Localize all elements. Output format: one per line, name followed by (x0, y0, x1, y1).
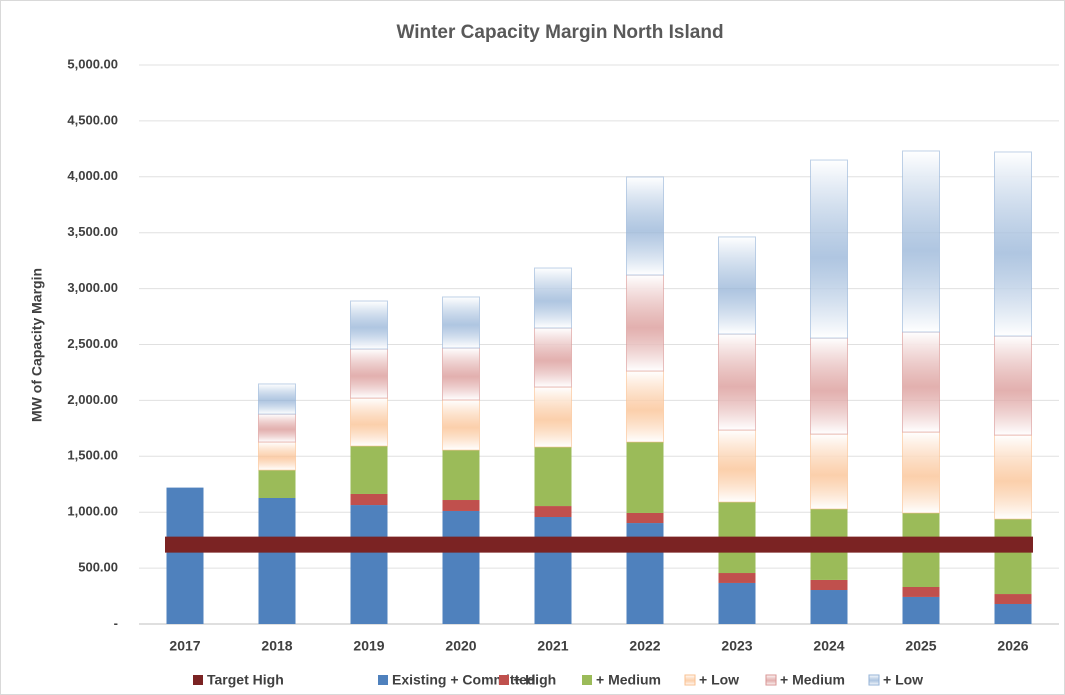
bar-segment (994, 434, 1032, 520)
bar-segment (258, 441, 296, 471)
y-tick-label: 3,000.00 (67, 280, 118, 295)
bar-segment (810, 590, 848, 624)
bar-segment (994, 603, 1032, 624)
bar-segment (534, 267, 572, 329)
legend-label: Target High (207, 672, 284, 688)
bar-segment (534, 447, 572, 507)
y-tick-label: 4,500.00 (67, 112, 118, 127)
bar-segment (350, 505, 388, 624)
bar-segment (442, 500, 480, 511)
x-tick-label: 2021 (537, 638, 568, 654)
legend-label: + Medium (596, 672, 661, 688)
y-axis-label: MW of Capacity Margin (29, 268, 45, 422)
bar-segment (718, 236, 756, 335)
bar-segment (626, 274, 664, 372)
bar-segment (534, 386, 572, 448)
x-tick-label: 2018 (261, 638, 292, 654)
x-tick-label: 2026 (997, 638, 1028, 654)
x-tick-label: 2024 (813, 638, 844, 654)
bar-segment (534, 327, 572, 388)
bar-segment (534, 517, 572, 624)
bar-segment (258, 413, 296, 443)
y-tick-label: 4,000.00 (67, 168, 118, 183)
bar-segment (718, 582, 756, 624)
bar-segment (902, 431, 940, 514)
x-tick-label: 2025 (905, 638, 936, 654)
bar-segment (350, 446, 388, 494)
bar-segment (442, 450, 480, 501)
bar-segment (718, 429, 756, 503)
bar-segment (350, 348, 388, 399)
bar-segment (166, 487, 204, 624)
bar-segment (442, 399, 480, 451)
y-tick-label: 2,000.00 (67, 392, 118, 407)
bar-segment (902, 331, 940, 433)
legend-swatch (193, 675, 203, 685)
bar-segment (350, 493, 388, 506)
bar-segment (442, 296, 480, 349)
x-tick-label: 2023 (721, 638, 752, 654)
bar-segment (810, 337, 848, 435)
x-tick-label: 2020 (445, 638, 476, 654)
legend-label: + Medium (780, 672, 845, 688)
y-tick-label: 500.00 (78, 560, 118, 575)
legend-swatch (378, 675, 388, 685)
bar-segment (902, 596, 940, 624)
y-tick-label: 2,500.00 (67, 336, 118, 351)
legend-label: + Low (699, 672, 739, 688)
y-tick-label: 3,500.00 (67, 224, 118, 239)
bar-segment (442, 347, 480, 401)
bar-segment (258, 383, 296, 415)
bar-segment (994, 151, 1032, 337)
bar-segment (810, 433, 848, 510)
bar-segment (626, 441, 664, 513)
bar-segment (350, 397, 388, 447)
bar-segment (258, 498, 296, 624)
bar-segment (626, 176, 664, 276)
bar-segment (718, 573, 756, 583)
y-tick-label: 1,500.00 (67, 448, 118, 463)
legend-swatch (868, 674, 880, 686)
legend-swatch (499, 675, 509, 685)
bar-segment (258, 470, 296, 499)
bar-segment (350, 300, 388, 350)
bar-segment (626, 370, 664, 443)
bar-segment (994, 594, 1032, 604)
chart-title: Winter Capacity Margin North Island (396, 22, 723, 43)
bar-segment (810, 579, 848, 591)
legend-label: + Low (883, 672, 923, 688)
bar-segment (902, 150, 940, 333)
y-tick-label: 1,000.00 (67, 504, 118, 519)
x-tick-label: 2017 (169, 638, 200, 654)
bar-segment (810, 159, 848, 339)
x-tick-label: 2019 (353, 638, 384, 654)
x-tick-label: 2022 (629, 638, 660, 654)
legend-swatch (582, 675, 592, 685)
bar-segment (442, 510, 480, 624)
bar-segment (902, 586, 940, 597)
legend-swatch (684, 674, 696, 686)
y-tick-label: - (114, 615, 118, 630)
y-tick-label: 5,000.00 (67, 56, 118, 71)
legend-label: + High (513, 672, 556, 688)
bar-segment (994, 335, 1032, 436)
bar-segment (626, 512, 664, 524)
bar-segment (534, 506, 572, 518)
bar-segment (718, 333, 756, 431)
bar-segment (994, 519, 1032, 595)
legend-swatch (765, 674, 777, 686)
